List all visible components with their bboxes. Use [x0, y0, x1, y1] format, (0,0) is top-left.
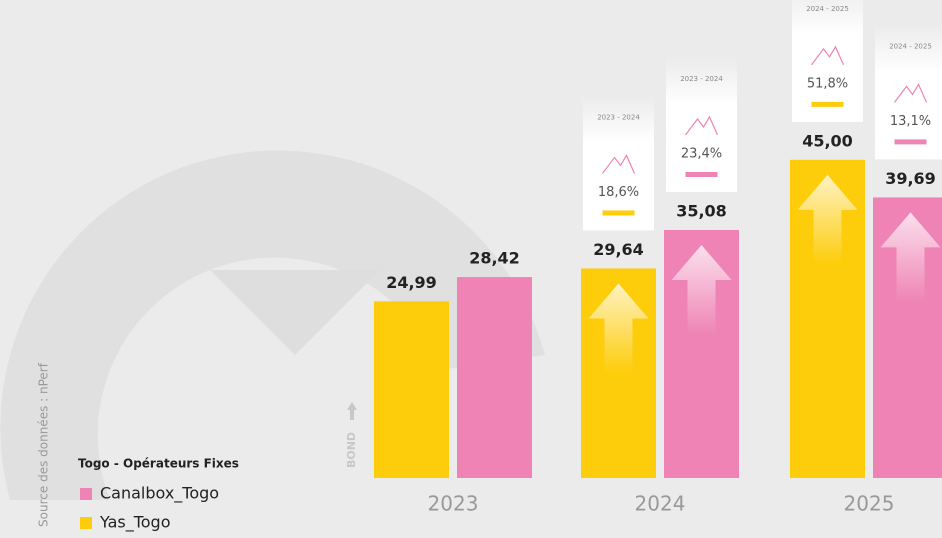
- x-tick-label: 2025: [844, 492, 895, 516]
- growth-period: 2024 - 2025: [806, 5, 849, 13]
- growth-period: 2023 - 2024: [680, 75, 723, 83]
- source: Source des données : nPerf: [37, 362, 51, 527]
- growth-value: 18,6%: [598, 185, 639, 200]
- growth-icon: [894, 83, 928, 103]
- arrow: [797, 174, 858, 265]
- legend-swatch: [80, 488, 92, 500]
- legend-title: Togo - Opérateurs Fixes: [78, 457, 239, 471]
- growth-icon: [811, 45, 845, 66]
- decor-arc: [0, 150, 545, 500]
- growth-underline: [602, 210, 635, 216]
- value-label: 24,99: [386, 273, 437, 292]
- growth-underline: [685, 171, 718, 177]
- growth-underline: [894, 139, 927, 145]
- growth-icon: [685, 115, 719, 136]
- value-label: 39,69: [885, 169, 936, 188]
- growth-value: 13,1%: [890, 114, 931, 129]
- growth-underline: [811, 101, 844, 107]
- legend-label: Yas_Togo: [99, 513, 171, 533]
- value-label: 29,64: [593, 240, 644, 259]
- arrow: [880, 212, 941, 303]
- value-label: 35,08: [676, 201, 727, 220]
- annotation: BOND: [345, 432, 358, 468]
- arrow: [588, 283, 649, 374]
- growth-icon: [602, 154, 636, 174]
- growth-value: 51,8%: [807, 76, 848, 91]
- growth-period: 2023 - 2024: [597, 113, 640, 121]
- x-tick-label: 2023: [428, 492, 479, 516]
- arrow: [671, 244, 732, 335]
- growth-box: [875, 24, 942, 160]
- decor-triangle: [210, 270, 380, 355]
- annotation-arrow: [347, 402, 357, 420]
- value-label: 28,42: [469, 249, 520, 268]
- x-tick-label: 2024: [635, 492, 686, 516]
- growth-box: [792, 0, 863, 122]
- legend-swatch: [80, 517, 92, 529]
- growth-period: 2024 - 2025: [889, 42, 932, 50]
- growth-value: 23,4%: [681, 146, 722, 161]
- legend-label: Canalbox_Togo: [100, 484, 219, 504]
- bar: [457, 277, 532, 478]
- value-label: 45,00: [802, 131, 853, 150]
- bar: [374, 301, 449, 478]
